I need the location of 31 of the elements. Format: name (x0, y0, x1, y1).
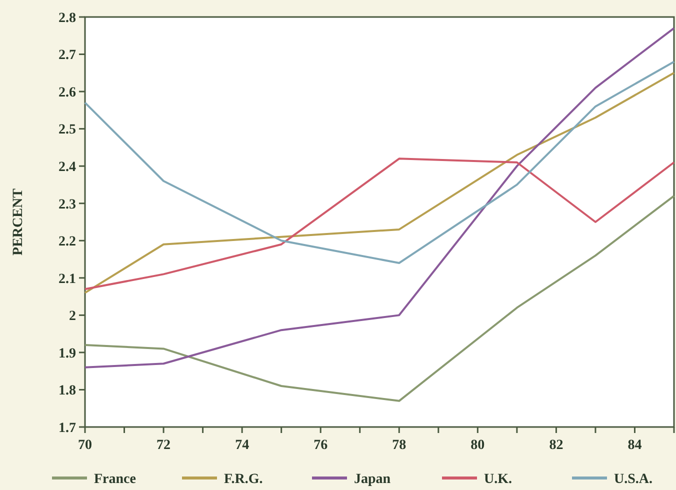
y-tick-label: 2.7 (58, 48, 76, 64)
line-series (84, 194, 675, 402)
y-axis-title: PERCENT (11, 188, 26, 256)
line-series (84, 72, 675, 294)
y-tick-label: 2.6 (58, 85, 76, 100)
legend-label: F.R.G. (224, 472, 263, 487)
line-series (84, 27, 675, 368)
x-tick-label: 82 (549, 438, 564, 453)
y-tick-label: 1.7 (58, 420, 76, 436)
x-tick-label: 84 (628, 438, 642, 453)
x-tick-label: 76 (314, 438, 328, 453)
legend-label: France (94, 472, 136, 487)
x-tick-label: 78 (392, 438, 406, 453)
y-tick-label: 2.3 (58, 197, 76, 212)
y-tick-label: 2.1 (58, 272, 76, 287)
y-tick-label: 2 (69, 309, 76, 324)
y-tick-label: 1.8 (58, 384, 76, 399)
x-tick-label: 70 (78, 438, 92, 453)
legend-label: U.S.A. (614, 472, 653, 487)
x-tick-label: 72 (156, 438, 171, 453)
y-tick-label: 2.8 (58, 10, 76, 26)
x-tick-label: 74 (235, 438, 250, 453)
y-tick-label: 2.5 (58, 122, 76, 138)
line-series (84, 158, 675, 290)
line-series (84, 60, 675, 264)
legend-label: U.K. (484, 472, 512, 487)
y-tick-label: 2.4 (58, 160, 76, 175)
legend-label: Japan (354, 472, 391, 487)
x-tick-label: 80 (470, 438, 485, 453)
y-tick-label: 1.9 (58, 346, 76, 362)
y-tick-label: 2.2 (58, 234, 76, 250)
